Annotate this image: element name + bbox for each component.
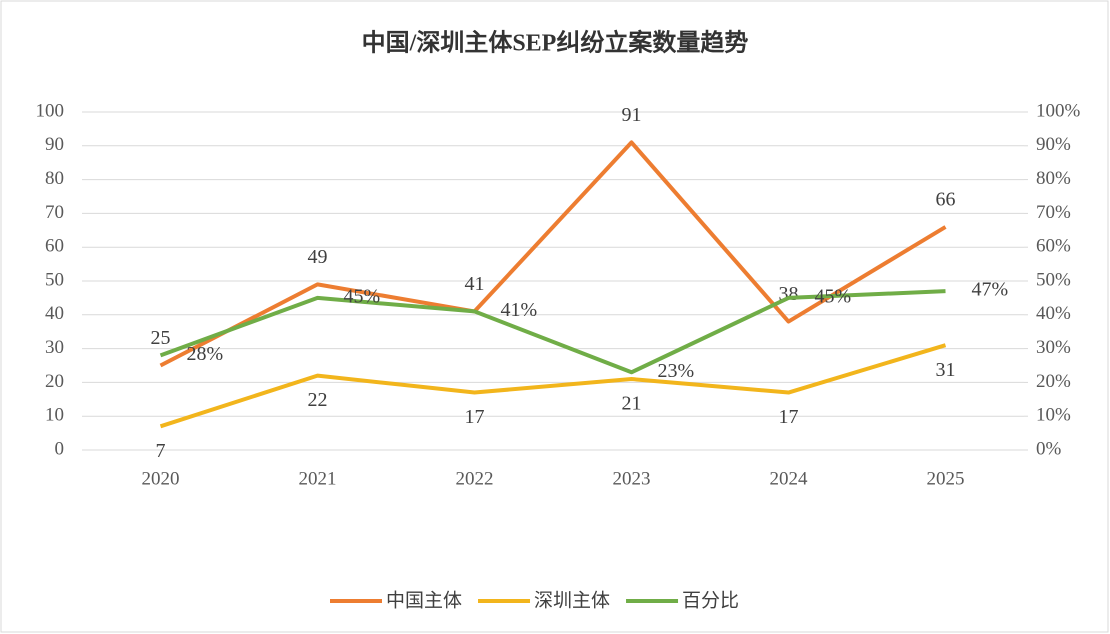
data-label: 17 (465, 406, 485, 428)
data-label: 47% (972, 279, 1009, 301)
y2-tick-label: 90% (1036, 134, 1071, 155)
y-tick-label: 70 (45, 202, 64, 223)
y-tick-label: 0 (55, 438, 65, 459)
legend-label: 中国主体 (386, 590, 462, 612)
y2-tick-label: 0% (1036, 438, 1062, 459)
data-label: 45% (344, 285, 381, 307)
data-label: 22 (308, 389, 328, 411)
data-label: 66 (936, 189, 956, 211)
data-label: 21 (622, 393, 642, 415)
x-tick-label: 2025 (927, 468, 965, 489)
data-label: 17 (779, 406, 799, 428)
y2-tick-label: 70% (1036, 202, 1071, 223)
legend-label: 深圳主体 (534, 590, 610, 612)
data-label: 49 (308, 246, 328, 268)
x-tick-label: 2021 (299, 468, 337, 489)
y-tick-label: 80 (45, 168, 64, 189)
y2-tick-label: 50% (1036, 269, 1071, 290)
line (159, 343, 947, 429)
data-label: 23% (658, 360, 695, 382)
data-label: 91 (622, 104, 642, 126)
data-label: 45% (815, 285, 852, 307)
data-label: 7 (156, 440, 166, 462)
legend-label: 百分比 (682, 590, 739, 612)
data-label: 28% (187, 343, 224, 365)
y-tick-label: 90 (45, 134, 64, 155)
chart-title: 中国/深圳主体SEP纠纷立案数量趋势 (362, 29, 749, 57)
y-tick-label: 60 (45, 236, 64, 257)
y2-tick-label: 60% (1036, 236, 1071, 257)
y2-tick-label: 30% (1036, 337, 1071, 358)
y2-tick-label: 40% (1036, 303, 1071, 324)
line (159, 289, 946, 375)
data-label: 31 (936, 359, 956, 381)
line (159, 140, 947, 368)
x-tick-label: 2020 (142, 468, 180, 489)
y-tick-label: 30 (45, 337, 64, 358)
y-tick-label: 10 (45, 405, 64, 426)
y-tick-label: 50 (45, 269, 64, 290)
data-label: 41% (501, 299, 538, 321)
x-tick-label: 2024 (770, 468, 809, 489)
y2-tick-label: 10% (1036, 405, 1071, 426)
y-tick-label: 100 (36, 100, 65, 121)
y-tick-label: 20 (45, 371, 64, 392)
x-tick-label: 2023 (613, 468, 651, 489)
data-label: 41 (465, 273, 485, 295)
y-tick-label: 40 (45, 303, 64, 324)
y2-tick-label: 20% (1036, 371, 1071, 392)
data-label: 25 (151, 327, 171, 349)
y2-tick-label: 100% (1036, 100, 1081, 121)
x-tick-label: 2022 (456, 468, 494, 489)
y2-tick-label: 80% (1036, 168, 1071, 189)
